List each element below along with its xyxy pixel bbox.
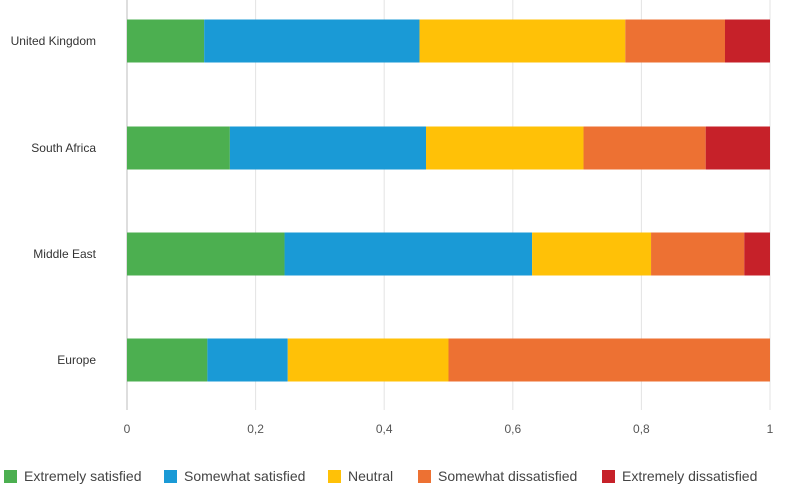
bar-segment[interactable]: [284, 232, 533, 276]
bars: [127, 19, 771, 382]
x-tick-label: 0,8: [633, 422, 650, 436]
bar-segment[interactable]: [127, 232, 285, 276]
bar-segment[interactable]: [204, 19, 420, 63]
bar-segment[interactable]: [448, 338, 771, 382]
bar-segment[interactable]: [287, 338, 449, 382]
x-tick-label: 0: [124, 422, 131, 436]
bar-segment[interactable]: [651, 232, 745, 276]
bar-segment[interactable]: [127, 19, 205, 63]
legend-label: Neutral: [348, 468, 394, 484]
bar-segment[interactable]: [419, 19, 626, 63]
x-tick-label: 1: [767, 422, 774, 436]
bar-segment[interactable]: [705, 126, 770, 170]
bar-segment[interactable]: [127, 126, 230, 170]
legend-label: Somewhat dissatisfied: [438, 468, 578, 484]
legend-swatch: [4, 469, 17, 483]
bar-segment[interactable]: [425, 126, 584, 170]
category-labels: United Kingdom South Africa Middle East Eur…: [11, 34, 97, 367]
legend-swatch: [602, 469, 615, 483]
bar-segment[interactable]: [625, 19, 725, 63]
legend-label: Extremely dissatisfied: [622, 468, 758, 484]
legend-item-somewhat-dissatisfied[interactable]: Somewhat dissatisfied: [418, 468, 577, 484]
x-tick-label: 0,2: [247, 422, 264, 436]
legend-swatch: [328, 469, 341, 483]
x-tick-label: 0,6: [504, 422, 521, 436]
bar-segment[interactable]: [229, 126, 426, 170]
x-tick-labels: 0 0,2 0,4 0,6 0,8 1: [124, 422, 774, 436]
legend: Extremely satisfied Somewhat satisfied N…: [0, 468, 788, 492]
bar-segment[interactable]: [744, 232, 770, 276]
legend-swatch: [418, 469, 431, 483]
legend-label: Somewhat satisfied: [184, 468, 306, 484]
category-label: Middle East: [33, 247, 96, 261]
bar-segment[interactable]: [724, 19, 770, 63]
x-tick-label: 0,4: [376, 422, 393, 436]
category-label: South Africa: [31, 141, 96, 155]
legend-label: Extremely satisfied: [24, 468, 142, 484]
bar-segment[interactable]: [207, 338, 288, 382]
legend-item-somewhat-satisfied[interactable]: Somewhat satisfied: [164, 468, 305, 484]
legend-item-extremely-satisfied[interactable]: Extremely satisfied: [4, 468, 141, 484]
legend-item-extremely-dissatisfied[interactable]: Extremely dissatisfied: [602, 468, 757, 484]
bar-segment[interactable]: [583, 126, 706, 170]
category-label: United Kingdom: [11, 34, 96, 48]
bar-segment[interactable]: [127, 338, 208, 382]
bar-segment[interactable]: [532, 232, 652, 276]
legend-item-neutral[interactable]: Neutral: [328, 468, 393, 484]
legend-swatch: [164, 469, 177, 483]
category-label: Europe: [57, 353, 96, 367]
